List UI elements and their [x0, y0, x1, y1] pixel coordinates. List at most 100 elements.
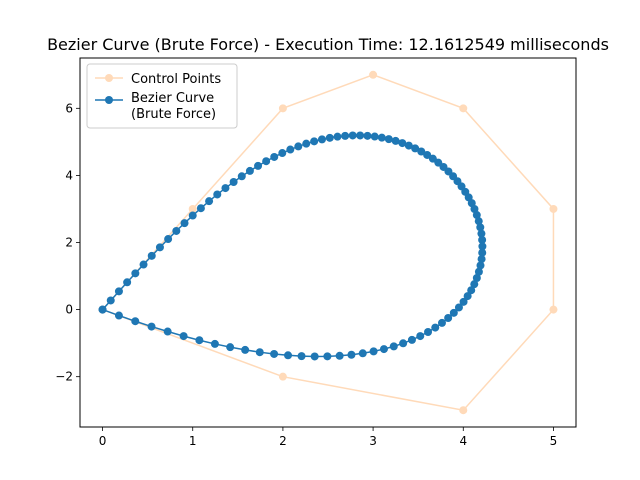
bezier-curve-marker	[164, 235, 173, 244]
bezier-curve-marker	[123, 278, 132, 287]
bezier-curve-marker	[139, 260, 148, 269]
legend-bezier-marker	[105, 96, 113, 104]
bezier-curve-marker	[356, 131, 365, 140]
bezier-curve-marker	[478, 242, 487, 251]
bezier-curve-marker	[431, 323, 440, 332]
bezier-curve-marker	[470, 205, 479, 214]
bezier-curve-marker	[310, 137, 319, 146]
bezier-curve-marker	[106, 296, 115, 305]
plot-area: 0 1 2 3 4 5 −2 0 2 4 6 Control Points Bezier Curve (B…	[55, 57, 577, 448]
bezier-curve-marker	[424, 327, 433, 336]
bezier-curve-marker	[333, 132, 342, 141]
bezier-curve-marker	[131, 317, 140, 326]
bezier-curve-marker	[478, 248, 487, 257]
bezier-curve-marker	[377, 133, 386, 142]
bezier-curve-marker	[278, 149, 287, 158]
bezier-curve-marker	[213, 190, 222, 199]
bezier-curve-marker	[241, 345, 250, 354]
bezier-curve-marker	[302, 139, 311, 148]
bezier-curve-marker	[384, 135, 393, 144]
bezier-curve-marker	[188, 211, 197, 220]
bezier-curve-marker	[437, 318, 446, 327]
bezier-curve-marker	[474, 267, 483, 276]
control-point-marker	[369, 70, 378, 79]
control-point-marker	[278, 104, 287, 113]
bezier-curve-marker	[449, 308, 458, 317]
bezier-curve-marker	[270, 349, 279, 358]
bezier-curve-marker	[163, 327, 172, 336]
bezier-curve-marker	[284, 351, 293, 360]
x-tick-label: 5	[550, 434, 558, 448]
bezier-curve-marker	[389, 342, 398, 351]
bezier-curve-marker	[444, 313, 453, 322]
bezier-curve-marker	[335, 351, 344, 360]
bezier-curve-marker	[476, 261, 485, 270]
bezier-curve-marker	[391, 136, 400, 145]
bezier-curve-marker	[270, 152, 279, 161]
bezier-curve-marker	[195, 336, 204, 345]
bezier-curve-marker	[226, 343, 235, 352]
bezier-curve-marker	[262, 157, 271, 166]
control-point-marker	[459, 406, 468, 415]
bezier-curve-marker	[463, 292, 472, 301]
bezier-curve-marker	[477, 255, 486, 264]
bezier-curve-marker	[454, 303, 463, 312]
bezier-curve-marker	[114, 287, 123, 296]
bezier-curve-marker	[325, 133, 334, 142]
bezier-curve-marker	[369, 347, 378, 356]
control-point-marker	[459, 104, 468, 113]
bezier-curve-marker	[476, 223, 485, 232]
control-points-line	[101, 73, 555, 412]
bezier-curve-marker	[323, 352, 332, 361]
control-point-marker	[188, 204, 197, 213]
bezier-curve-marker	[472, 274, 481, 283]
bezier-curve-marker	[205, 197, 214, 206]
bezier-curve-marker	[407, 335, 416, 344]
y-tick-label: 2	[65, 236, 73, 250]
bezier-curve-marker	[347, 350, 356, 359]
bezier-curve-marker	[472, 211, 481, 220]
bezier-curve-marker	[348, 131, 357, 140]
control-point-marker	[549, 204, 558, 213]
x-tick-label: 2	[279, 434, 287, 448]
bezier-curve-marker	[210, 339, 219, 348]
legend-bezier-label: Bezier Curve (Brute Force)	[131, 91, 216, 122]
bezier-curve-marker	[341, 131, 350, 140]
bezier-curve-marker	[286, 145, 295, 154]
bezier-curve-marker	[114, 311, 123, 320]
x-tick-label: 3	[369, 434, 377, 448]
bezier-curve-marker	[245, 166, 254, 175]
bezier-curve-marker	[98, 305, 107, 314]
x-tick-label: 0	[99, 434, 107, 448]
legend-box	[86, 63, 238, 129]
bezier-curve-marker	[399, 339, 408, 348]
bezier-curve-marker	[404, 141, 413, 150]
bezier-curve-marker	[477, 229, 486, 238]
bezier-curve-marker	[294, 142, 303, 151]
bezier-curve-marker	[459, 297, 468, 306]
x-tick-label: 4	[459, 434, 467, 448]
bezier-curve-marker	[411, 144, 420, 153]
legend-control-points-label: Control Points	[131, 72, 221, 87]
bezier-curve-marker	[155, 243, 164, 252]
bezier-curve-marker	[363, 131, 372, 140]
bezier-curve-marker	[358, 349, 367, 358]
bezier-curve-marker	[254, 161, 263, 170]
bezier-curve-marker	[474, 217, 483, 226]
y-tick-label: 6	[65, 101, 73, 115]
bezier-curve-marker	[370, 132, 379, 141]
bezier-curve-marker	[423, 150, 432, 159]
bezier-curve-marker	[221, 184, 230, 193]
bezier-curve-marker	[147, 322, 156, 331]
bezier-curve-marker	[196, 204, 205, 213]
bezier-curve-marker	[179, 332, 188, 341]
control-point-marker	[549, 305, 558, 314]
y-tick-label: 4	[65, 168, 73, 182]
bezier-curve-marker	[379, 345, 388, 354]
bezier-curve-marker	[131, 269, 140, 278]
bezier-curve-marker	[467, 286, 476, 295]
legend-control-points-marker	[105, 74, 113, 82]
bezier-curve-marker	[318, 135, 327, 144]
bezier-curve-marker	[180, 219, 189, 228]
